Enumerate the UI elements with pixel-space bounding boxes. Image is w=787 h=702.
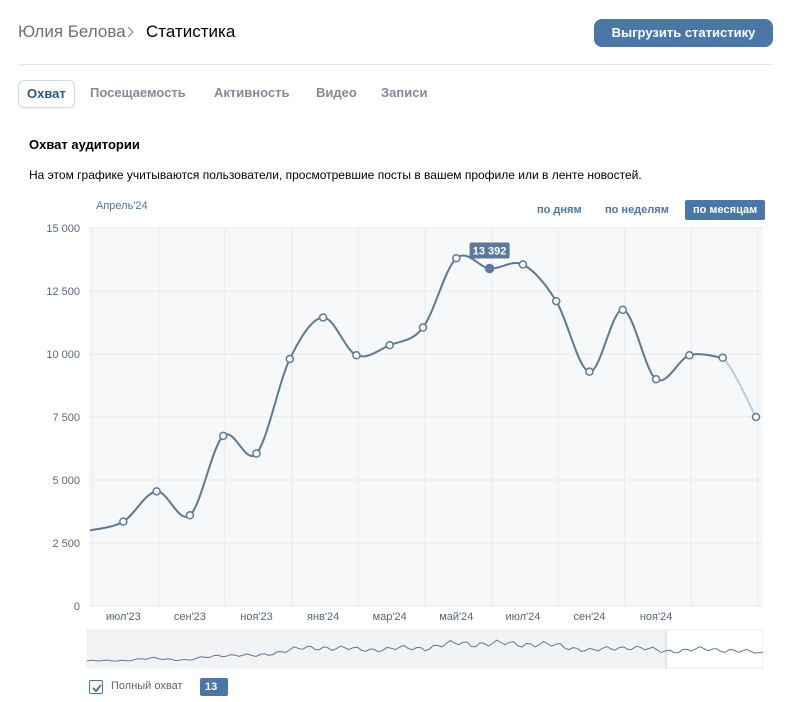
data-point[interactable] xyxy=(585,367,594,376)
data-point[interactable] xyxy=(318,313,328,322)
value-tooltip: 13 392 xyxy=(469,242,510,259)
y-tick-label: 15 000 xyxy=(46,223,80,235)
x-tick-label: май'24 xyxy=(439,611,473,623)
x-tick-label: мар'24 xyxy=(373,611,407,623)
data-point[interactable] xyxy=(285,354,295,364)
breadcrumb-user-link[interactable]: Юлия Белова xyxy=(18,22,126,41)
data-point[interactable] xyxy=(551,296,561,306)
data-point[interactable] xyxy=(185,511,195,520)
data-point[interactable] xyxy=(518,260,528,269)
data-point[interactable] xyxy=(152,487,161,496)
navigator-unselected-area xyxy=(87,630,666,668)
data-point[interactable] xyxy=(718,353,727,363)
granularity-weeks-button[interactable]: по неделям xyxy=(605,204,669,216)
x-tick-label: сен'24 xyxy=(573,611,605,623)
y-tick-label: 12 500 xyxy=(46,286,80,298)
y-tick-label: 2 500 xyxy=(52,538,80,550)
data-point[interactable] xyxy=(685,351,694,360)
header-divider xyxy=(18,64,773,65)
legend-label: Полный охват xyxy=(111,680,183,692)
data-point[interactable] xyxy=(452,253,461,263)
data-point-highlighted[interactable] xyxy=(484,263,495,274)
data-point[interactable] xyxy=(651,374,661,384)
chevron-right-icon xyxy=(127,26,135,38)
data-point[interactable] xyxy=(352,351,361,360)
tooltip-value: 13 392 xyxy=(473,246,507,258)
data-point[interactable] xyxy=(751,412,761,422)
tab-posts[interactable]: Записи xyxy=(381,85,428,100)
x-tick-label: июл'24 xyxy=(505,611,540,623)
checkmark-icon xyxy=(92,684,102,693)
x-tick-label: янв'24 xyxy=(307,611,339,623)
tab-reach[interactable]: Охват xyxy=(18,80,75,108)
tab-attendance[interactable]: Посещаемость xyxy=(90,85,186,100)
page-title: Статистика xyxy=(146,22,236,41)
x-tick-label: сен'23 xyxy=(174,611,206,623)
chart-svg: 0 2 500 5 000 7 500 10 000 12 500 15 000 июл'2… xyxy=(46,223,764,669)
y-tick-label: 10 000 xyxy=(46,349,80,361)
section-description: На этом графике учитываются пользователи… xyxy=(29,168,642,182)
navigator-series-line xyxy=(86,639,764,662)
x-tick-label: июл'23 xyxy=(106,611,141,623)
granularity-months-button[interactable]: по месяцам xyxy=(685,200,766,220)
data-point[interactable] xyxy=(218,431,228,441)
y-tick-label: 5 000 xyxy=(52,475,80,487)
data-point[interactable] xyxy=(252,449,261,458)
section-title: Охват аудитории xyxy=(29,137,140,152)
reach-chart: Апрель'24 по дням по неделям по месяцам … xyxy=(0,190,787,702)
granularity-days-button[interactable]: по дням xyxy=(537,204,582,216)
data-point[interactable] xyxy=(385,340,394,350)
period-label[interactable]: Апрель'24 xyxy=(96,200,148,212)
data-point[interactable] xyxy=(618,305,628,315)
legend-value-badge: 13 392 xyxy=(200,678,229,702)
data-point[interactable] xyxy=(418,323,428,332)
overview-navigator[interactable] xyxy=(86,629,764,669)
tab-video[interactable]: Видео xyxy=(316,85,357,100)
tab-activity[interactable]: Активность xyxy=(214,85,290,100)
export-stats-button[interactable]: Выгрузить статистику xyxy=(594,19,773,47)
page-header: Юлия Белова Статистика Выгрузить статист… xyxy=(0,0,787,64)
y-tick-label: 0 xyxy=(74,601,80,613)
data-point[interactable] xyxy=(119,517,128,526)
x-tick-label: ноя'24 xyxy=(640,611,672,623)
x-tick-label: ноя'23 xyxy=(240,611,272,623)
full-reach-checkbox[interactable] xyxy=(89,680,103,694)
y-tick-label: 7 500 xyxy=(52,412,80,424)
